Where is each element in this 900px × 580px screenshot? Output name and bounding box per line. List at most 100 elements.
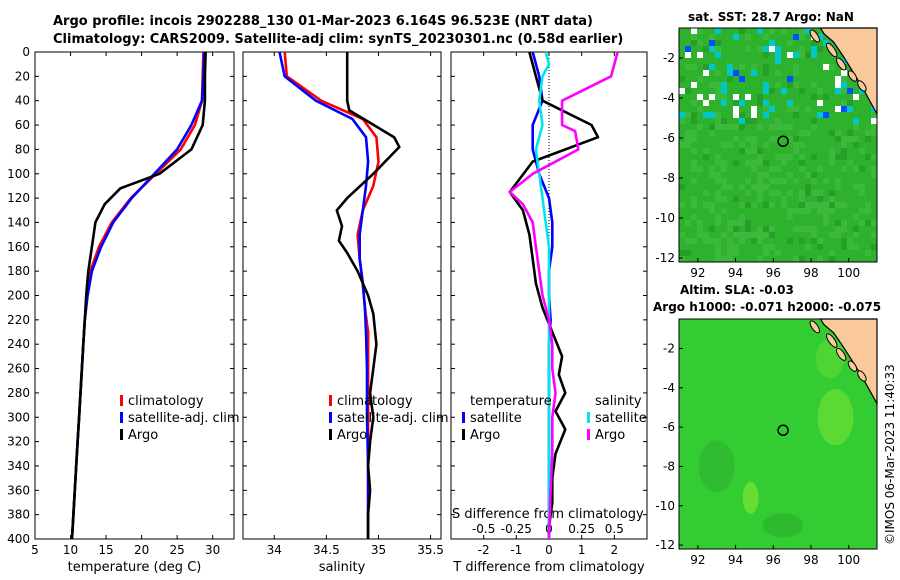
- map-cell: [799, 190, 805, 196]
- map-cell: [823, 112, 829, 118]
- map-cell: [691, 40, 697, 46]
- map-cell: [691, 118, 697, 124]
- map-cell: [739, 64, 745, 70]
- map-x-tick-label: 100: [837, 553, 860, 567]
- y-tick-label: 20: [15, 69, 30, 83]
- x-tick-label: 5: [31, 543, 39, 557]
- map-cell: [769, 106, 775, 112]
- map-cell: [847, 106, 853, 112]
- map-cell: [721, 160, 727, 166]
- map-cell: [763, 112, 769, 118]
- map-cell: [805, 52, 811, 58]
- y-tick-label: 340: [7, 459, 30, 473]
- x-axis-label: T difference from climatology: [452, 560, 645, 575]
- map-cell: [679, 118, 685, 124]
- map-cell: [775, 190, 781, 196]
- map-cell: [835, 232, 841, 238]
- map-cell: [727, 70, 733, 76]
- series-line-s-satellite: [534, 51, 551, 539]
- map-cell: [751, 184, 757, 190]
- map-cell: [697, 124, 703, 130]
- map-cell: [841, 106, 847, 112]
- map-cell: [685, 130, 691, 136]
- map-cell: [817, 100, 823, 106]
- map-cell: [829, 190, 835, 196]
- map-cell: [769, 88, 775, 94]
- map-cell: [793, 64, 799, 70]
- x-tick-label: -1: [510, 543, 522, 557]
- map-cell: [775, 70, 781, 76]
- map-cell: [859, 190, 865, 196]
- map-cell: [799, 52, 805, 58]
- map-cell: [757, 160, 763, 166]
- map-cell: [679, 250, 685, 256]
- map-cell: [757, 184, 763, 190]
- map-cell: [715, 154, 721, 160]
- map-cell: [709, 40, 715, 46]
- map-cell: [685, 112, 691, 118]
- map-cell: [697, 40, 703, 46]
- sla-map-title-2: Argo h1000: -0.071 h2000: -0.075: [653, 300, 882, 314]
- y-tick-label: 400: [7, 532, 30, 546]
- map-cell: [715, 52, 721, 58]
- map-cell: [763, 250, 769, 256]
- x-tick-label: 35: [371, 543, 386, 557]
- map-cell: [823, 214, 829, 220]
- map-cell: [685, 64, 691, 70]
- panel-frame: [34, 51, 235, 540]
- map-frame: [678, 318, 878, 550]
- map-cell: [775, 82, 781, 88]
- map-cell: [793, 82, 799, 88]
- map-cell: [865, 202, 871, 208]
- map-cell: [721, 184, 727, 190]
- map-cell: [745, 148, 751, 154]
- map-cell: [817, 238, 823, 244]
- map-cell: [757, 238, 763, 244]
- map-x-tick-label: 94: [728, 553, 743, 567]
- map-cell: [727, 64, 733, 70]
- map-cell: [733, 34, 739, 40]
- map-cell: [799, 130, 805, 136]
- x-tick-label: -2: [478, 543, 490, 557]
- map-cell: [769, 124, 775, 130]
- map-cell: [841, 154, 847, 160]
- panel-sal: 34 34.5 35 35.5 salinity: [242, 51, 444, 575]
- map-cell: [823, 94, 829, 100]
- map-cell: [703, 64, 709, 70]
- map-cell: [859, 184, 865, 190]
- map-cell: [715, 244, 721, 250]
- map-cell: [799, 142, 805, 148]
- map-cell: [799, 238, 805, 244]
- map-cell: [829, 160, 835, 166]
- map-cell: [751, 142, 757, 148]
- map-cell: [793, 136, 799, 142]
- map-cell: [763, 226, 769, 232]
- series-line-satellite-adj-clim: [70, 51, 206, 540]
- map-blob: [817, 389, 854, 446]
- map-cell: [721, 166, 727, 172]
- map-cell: [703, 112, 709, 118]
- map-cell: [775, 250, 781, 256]
- map-cell: [709, 238, 715, 244]
- x-tick-label: 1: [578, 543, 586, 557]
- x-tick-label: 25: [170, 543, 185, 557]
- map-cell: [739, 76, 745, 82]
- map-cell: [829, 148, 835, 154]
- y-tick-label: 220: [7, 313, 30, 327]
- map-cell: [739, 184, 745, 190]
- map-cell: [691, 136, 697, 142]
- map-cell: [715, 196, 721, 202]
- map-cell: [691, 214, 697, 220]
- map-cell: [715, 40, 721, 46]
- map-cell: [829, 202, 835, 208]
- x-tick-label: 20: [134, 543, 149, 557]
- map-cell: [769, 178, 775, 184]
- map-cell: [691, 34, 697, 40]
- y-tick-label: 300: [7, 410, 30, 424]
- map-cell: [715, 238, 721, 244]
- sla-map-title-1: Altim. SLA: -0.03: [680, 283, 794, 297]
- map-cell: [865, 130, 871, 136]
- map-cell: [763, 64, 769, 70]
